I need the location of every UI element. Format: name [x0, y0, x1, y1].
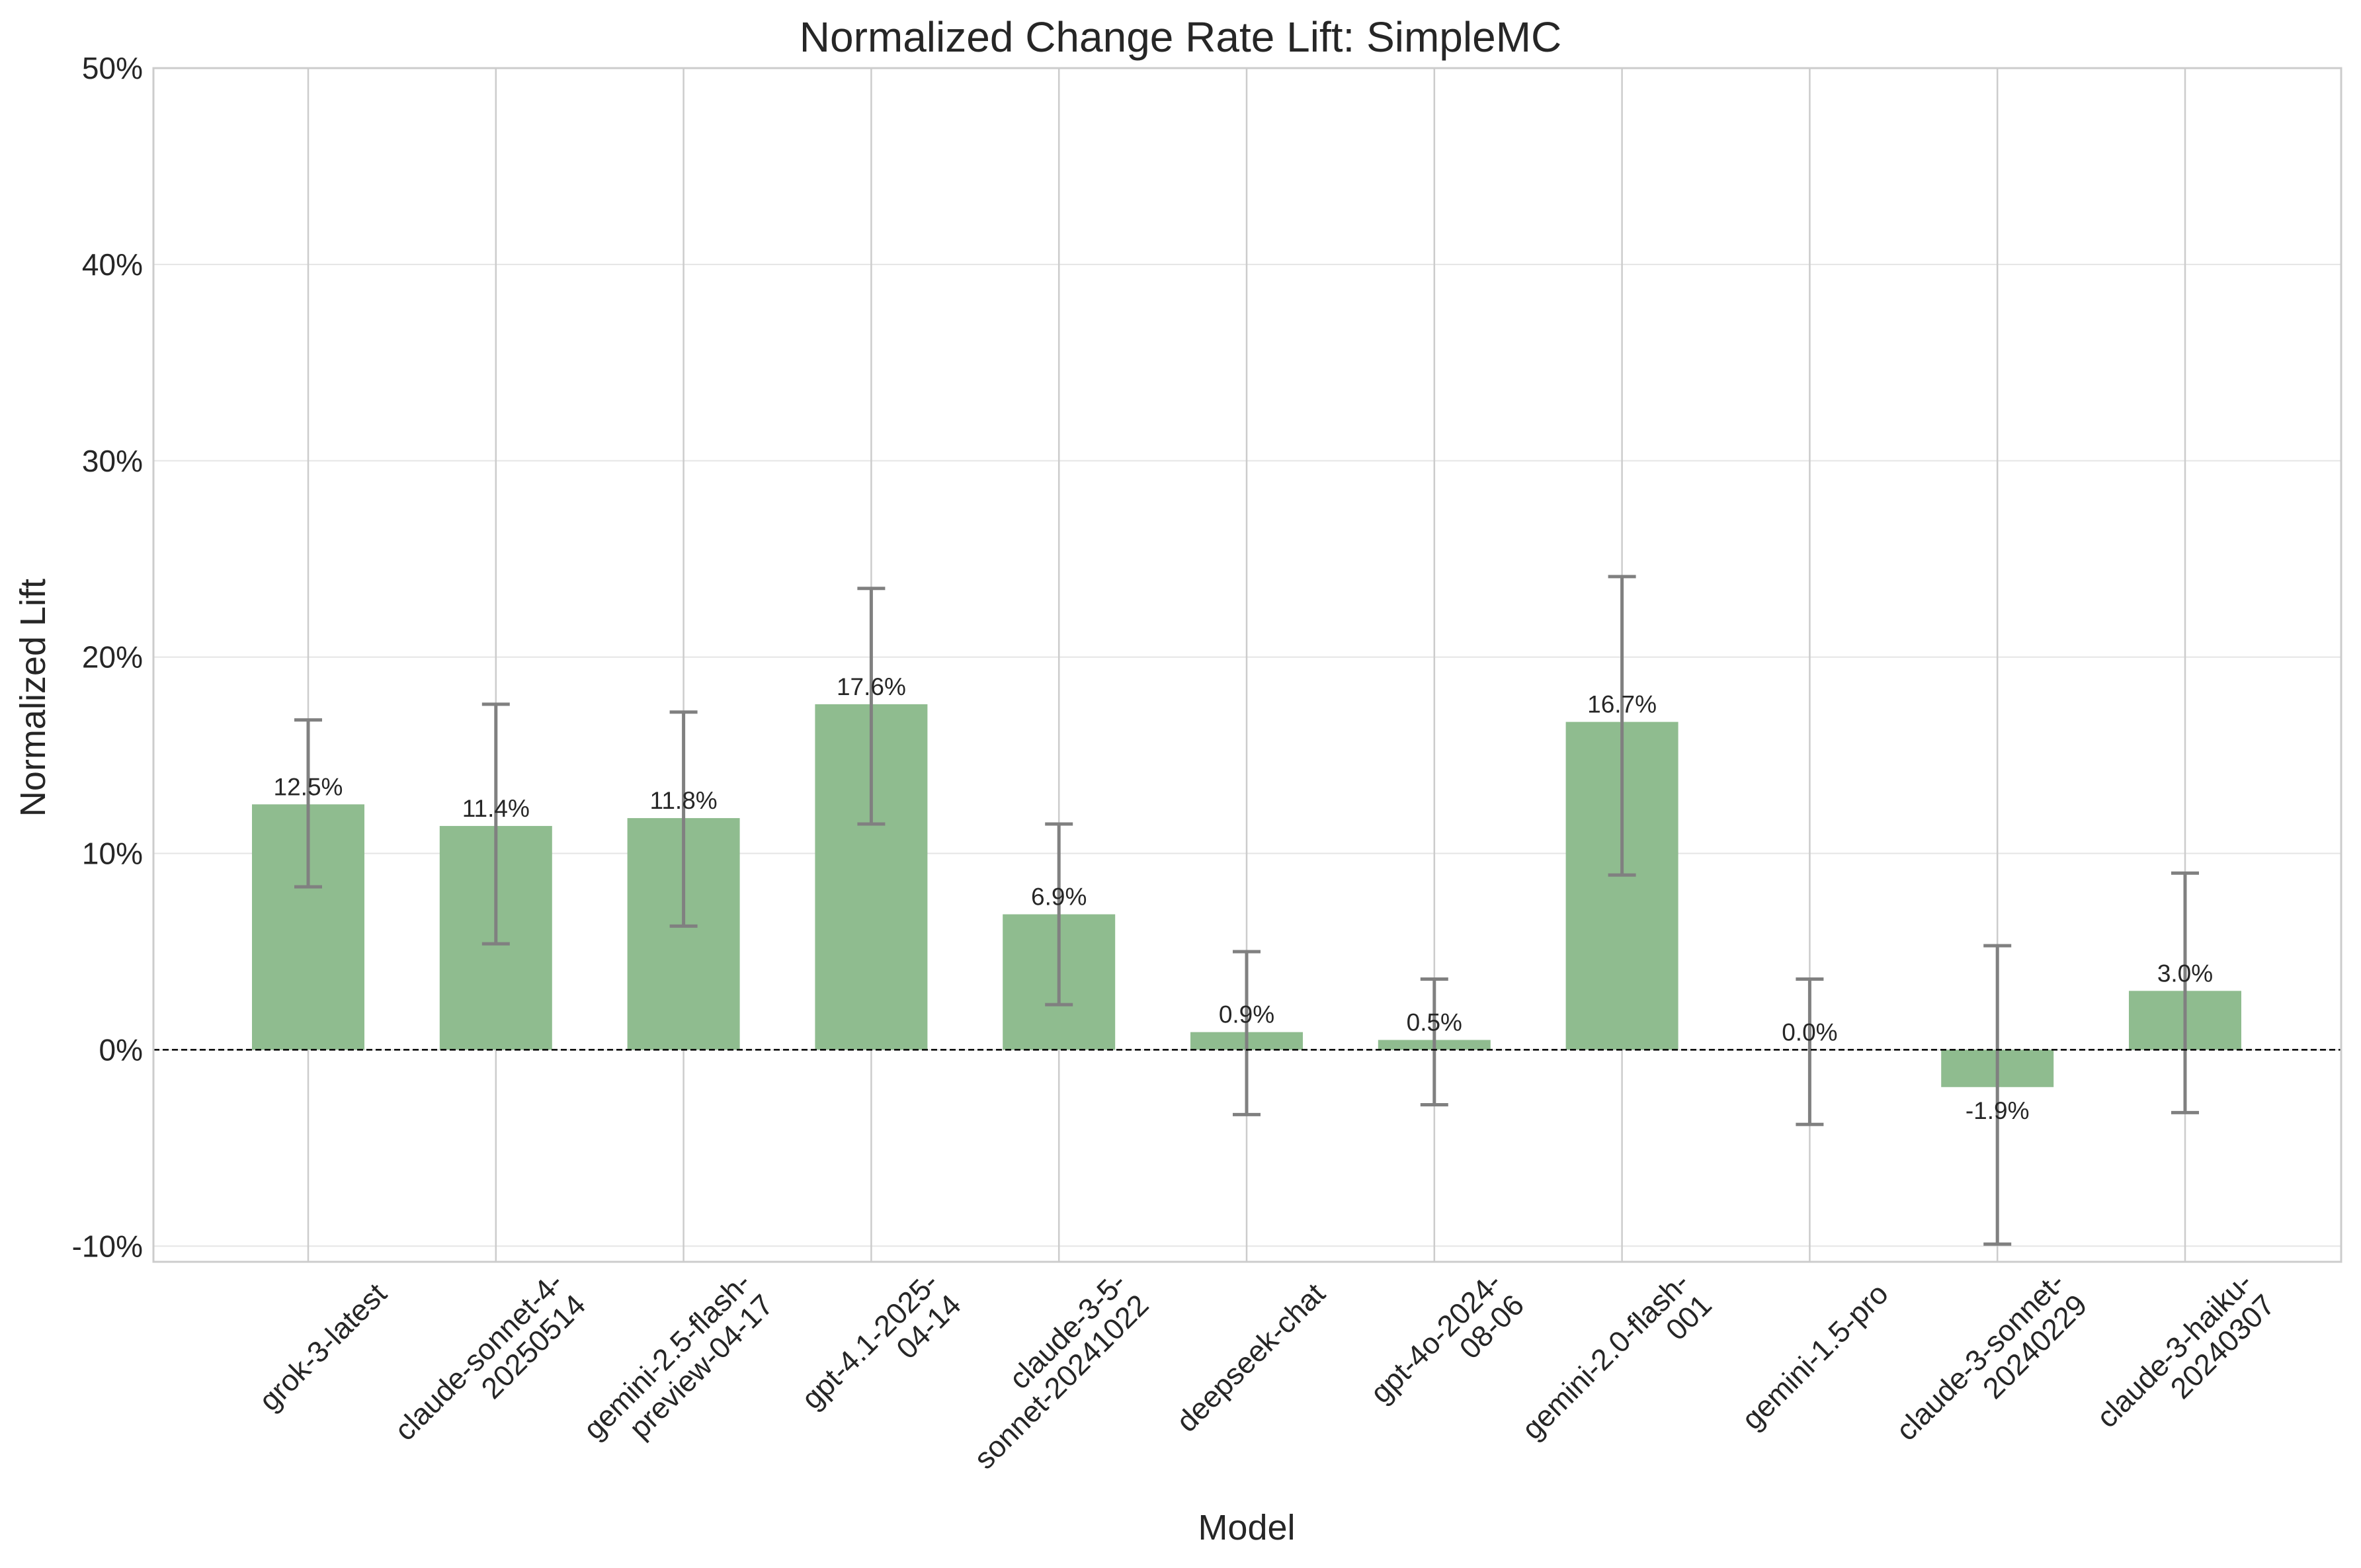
y-tick-label: 10%	[82, 837, 143, 871]
y-tick-label: 50%	[82, 51, 143, 85]
value-label: 16.7%	[1587, 691, 1657, 718]
error-bar-layer	[294, 575, 2199, 1246]
value-label: 0.5%	[1407, 1009, 1462, 1036]
value-label: 11.4%	[462, 795, 530, 822]
plot-frame	[152, 67, 2342, 1263]
bar-layer	[252, 704, 2241, 1087]
y-tick-label: 30%	[82, 444, 143, 478]
value-label: -1.9%	[1966, 1097, 2030, 1124]
value-label: 11.8%	[650, 787, 718, 814]
value-label: 6.9%	[1031, 884, 1087, 911]
y-tick-label: 0%	[99, 1032, 143, 1067]
chart-title: Normalized Change Rate Lift: SimpleMC	[800, 13, 1561, 61]
value-label: 0.9%	[1219, 1001, 1274, 1028]
value-label: 0.0%	[1782, 1018, 1837, 1046]
x-axis-label: Model	[1198, 1508, 1295, 1547]
value-label: 17.6%	[837, 673, 906, 700]
value-label-layer: 12.5% 11.4% 11.8% 17.6% 6.9% 0.9% 0.5% 16.7% 0.0…	[274, 673, 2214, 1124]
y-tick-label: 20%	[82, 640, 143, 675]
value-label: 12.5%	[274, 773, 343, 800]
y-axis-label: Normalized Lift	[13, 579, 53, 817]
y-tick-label: 40%	[82, 247, 143, 282]
y-tick-label: -10%	[72, 1229, 143, 1263]
value-label: 3.0%	[2157, 960, 2213, 987]
